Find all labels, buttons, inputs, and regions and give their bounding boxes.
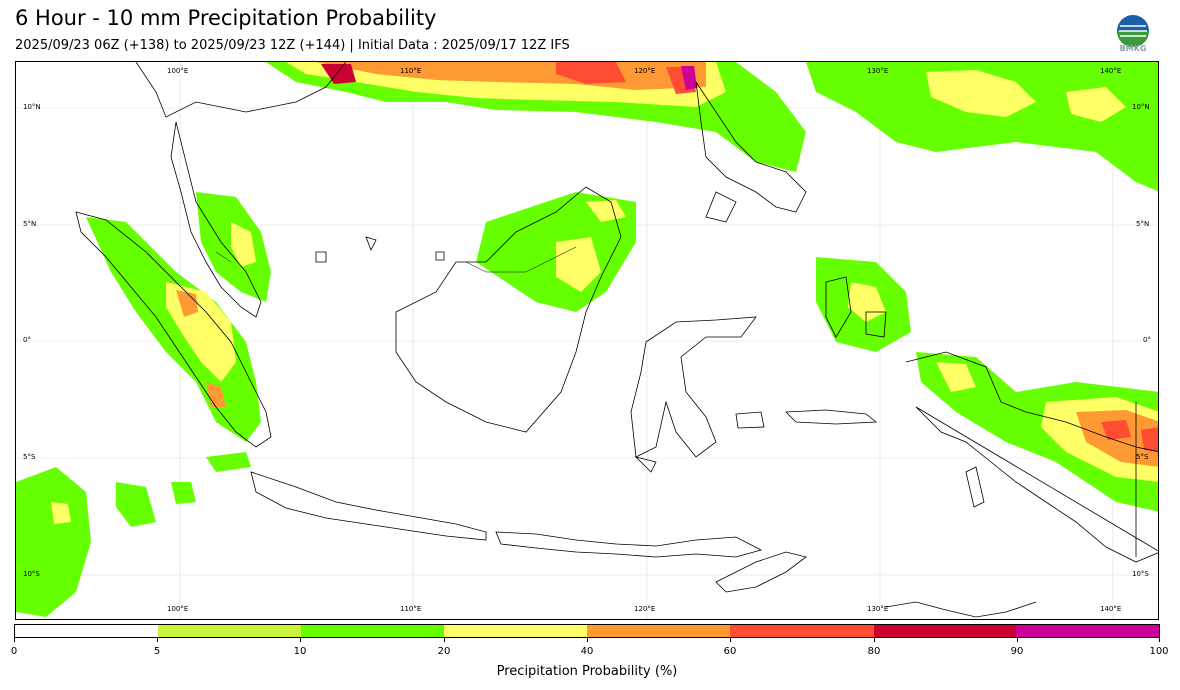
map-canvas [16,62,1158,619]
lat-label-right: 10°S [1132,570,1149,578]
colorbar-tick [157,638,158,642]
coast-philippines [695,81,807,223]
coastlines [75,62,1158,618]
colorbar-tick-label: 80 [867,646,881,657]
colorbar-tick [587,638,588,642]
coast-java [250,471,487,541]
colorbar-tick [1159,638,1160,642]
colorbar-segment [15,625,158,637]
colorbar-tick [874,638,875,642]
colorbar-tick-label: 5 [153,646,161,657]
field-malaya-20 [231,222,256,267]
lon-label-bottom: 100°E [167,605,189,613]
colorbar-segment [1016,625,1159,637]
lon-label-bottom: 120°E [634,605,656,613]
field-borneo-20 [556,200,626,292]
colorbar-tick [14,638,15,642]
colorbar-segment [300,625,445,637]
field-sw-10 [16,467,196,617]
colorbar-tick [444,638,445,642]
lon-label-top: 110°E [400,67,422,75]
lat-label-left: 10°S [23,570,40,578]
coast-sumatra [75,211,272,448]
lon-label-top: 120°E [634,67,656,75]
lat-label-right: 5°N [1136,220,1150,228]
field-north-60 [556,62,696,94]
coast-borneo [395,186,622,433]
field-java-10 [206,452,251,472]
logo-label: BMKG [1119,44,1147,53]
lat-label-right: 5°S [1136,453,1149,461]
colorbar-tick-label: 20 [437,646,451,657]
colorbar-tick [1017,638,1018,642]
field-sw-20 [51,502,71,524]
colorbar-segment [587,625,730,637]
colorbar-segment [444,625,587,637]
lat-label-left: 5°N [23,220,37,228]
lat-label-left: 5°S [23,453,36,461]
lon-label-bottom: 140°E [1100,605,1122,613]
coast-seram [785,409,878,425]
coast-nusa [495,531,763,558]
colorbar-tick-label: 60 [723,646,737,657]
lat-label-left: 0° [23,336,31,344]
lat-label-right: 0° [1143,336,1151,344]
field-north-90 [681,66,697,90]
lat-label-right: 10°N [1132,103,1150,111]
lon-label-bottom: 130°E [867,605,889,613]
coast-halmahera [825,276,887,338]
lon-label-top: 130°E [867,67,889,75]
bmkg-logo-icon [1117,15,1149,47]
lon-label-top: 140°E [1100,67,1122,75]
colorbar-tick-label: 100 [1149,646,1169,657]
colorbar-tick [300,638,301,642]
field-sumatra-40 [176,290,226,407]
coast-papua [905,351,1158,563]
probability-fields [16,62,1158,617]
coast-australia [885,601,1037,618]
colorbar-title: Precipitation Probability (%) [496,664,678,679]
colorbar-tick-label: 0 [10,646,18,657]
coast-indochina [135,62,347,118]
colorbar-tick-label: 10 [293,646,307,657]
colorbar-segment [729,625,874,637]
colorbar-tick-label: 90 [1010,646,1024,657]
colorbar-tick-label: 40 [580,646,594,657]
chart-title: 6 Hour - 10 mm Precipitation Probability [15,6,437,30]
colorbar-segment [873,625,1017,637]
field-papua-60 [1101,420,1158,452]
admin-borders [215,246,577,273]
coast-sulawesi [630,316,757,458]
lon-label-top: 100°E [167,67,189,75]
field-north-80 [321,64,356,84]
lat-label-left: 10°N [23,103,41,111]
coast-timor [715,551,807,593]
precipitation-map: 100°E 110°E 120°E 130°E 140°E 100°E 110°… [15,61,1159,620]
coast-small-islands [315,236,985,508]
lon-label-bottom: 110°E [400,605,422,613]
coast-buru [735,411,765,429]
field-papua-20 [936,362,1158,482]
coast-malaya [170,121,262,318]
chart-subtitle: 2025/09/23 06Z (+138) to 2025/09/23 12Z … [15,38,570,53]
field-ne-20 [926,70,1126,122]
colorbar [14,624,1160,638]
colorbar-tick [730,638,731,642]
colorbar-segment [157,625,301,637]
field-papua-10 [916,352,1158,512]
